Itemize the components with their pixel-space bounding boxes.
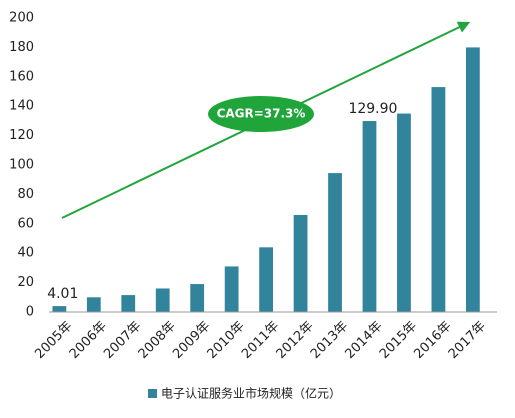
bar [259, 247, 273, 312]
bar [190, 284, 205, 312]
bar [121, 295, 136, 312]
annotation-bubble [208, 96, 314, 132]
x-tick-label: 2014年 [342, 319, 385, 362]
bar [465, 47, 480, 313]
bar [328, 173, 342, 312]
bar [224, 266, 239, 312]
x-tick-label: 2009年 [170, 319, 213, 362]
bar [86, 297, 101, 312]
bar [293, 214, 308, 312]
x-tick-label: 2012年 [274, 319, 317, 362]
y-tick-label: 120 [9, 128, 34, 143]
x-tick-label: 2013年 [308, 319, 351, 362]
bar [431, 87, 446, 312]
x-tick-label: 2017年 [446, 319, 489, 362]
y-tick-label: 140 [9, 99, 34, 114]
bar [362, 121, 377, 312]
x-tick-label: 2007年 [101, 319, 144, 362]
legend-swatch [148, 389, 157, 398]
x-tick-label: 2011年 [239, 319, 282, 362]
y-tick-label: 20 [17, 275, 34, 290]
x-tick-label: 2008年 [136, 319, 179, 362]
x-tick-label: 2015年 [377, 319, 420, 362]
x-tick-label: 2010年 [205, 319, 248, 362]
y-tick-label: 40 [17, 246, 34, 261]
y-tick-label: 100 [9, 158, 34, 173]
x-tick-label: 2016年 [411, 319, 454, 362]
y-tick-label: 180 [9, 40, 34, 55]
data-label: 129.90 [348, 101, 397, 117]
annotation: CAGR=37.3% [217, 107, 306, 121]
y-tick-label: 80 [17, 187, 34, 202]
data-label: 4.01 [47, 286, 78, 302]
legend-label: 电子认证服务业市场规模（亿元） [161, 386, 341, 401]
y-tick-label: 60 [17, 216, 34, 231]
bar [52, 306, 67, 312]
x-tick-label: 2005年 [32, 319, 75, 362]
bar [397, 113, 411, 312]
bar [155, 288, 170, 312]
x-tick-label: 2006年 [67, 319, 110, 362]
y-tick-label: 160 [9, 69, 34, 84]
y-tick-label: 0 [26, 305, 34, 320]
y-tick-label: 200 [9, 11, 34, 26]
